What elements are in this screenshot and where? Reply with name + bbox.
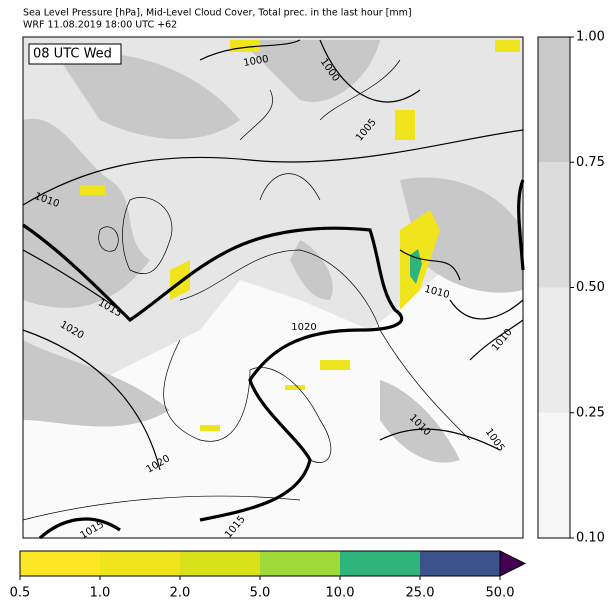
colorbar-segment bbox=[180, 551, 260, 576]
subtitle: WRF 11.08.2019 18:00 UTC +62 bbox=[23, 20, 177, 31]
colorbar-tick-label: 50.0 bbox=[486, 586, 515, 601]
colorbar-segment bbox=[538, 287, 570, 413]
colorbar-segment bbox=[100, 551, 180, 576]
colorbar-segment bbox=[538, 412, 570, 538]
colorbar-tick-label: 25.0 bbox=[406, 586, 435, 601]
colorbar-segment bbox=[340, 551, 420, 576]
colorbar-tick-label: 1.0 bbox=[90, 586, 111, 601]
colorbar-tick-label: 5.0 bbox=[250, 586, 271, 601]
colorbar-tick-label: 0.50 bbox=[576, 280, 605, 295]
colorbar-segment bbox=[420, 551, 500, 576]
title: Sea Level Pressure [hPa], Mid-Level Clou… bbox=[23, 8, 412, 19]
colorbar-tick-label: 0.5 bbox=[10, 586, 31, 601]
colorbar-tick-label: 0.75 bbox=[576, 155, 605, 170]
colorbar-segment bbox=[260, 551, 340, 576]
isobar-label: 1000 bbox=[243, 54, 270, 69]
colorbar-tick-label: 0.10 bbox=[576, 531, 605, 546]
colorbar-segment bbox=[538, 37, 570, 163]
isobar-label: 1020 bbox=[291, 322, 316, 333]
colorbar-segment bbox=[20, 551, 100, 576]
colorbar-tick-label: 2.0 bbox=[170, 586, 191, 601]
colorbar-tick-label: 1.00 bbox=[576, 30, 605, 45]
colorbar-segment bbox=[538, 162, 570, 288]
map: 08 UTC Wed bbox=[22, 36, 525, 540]
colorbar-tick-label: 10.0 bbox=[326, 586, 355, 601]
colorbar-extend bbox=[499, 550, 527, 577]
time-label: 08 UTC Wed bbox=[33, 47, 112, 62]
colorbar-tick-label: 0.25 bbox=[576, 405, 605, 420]
